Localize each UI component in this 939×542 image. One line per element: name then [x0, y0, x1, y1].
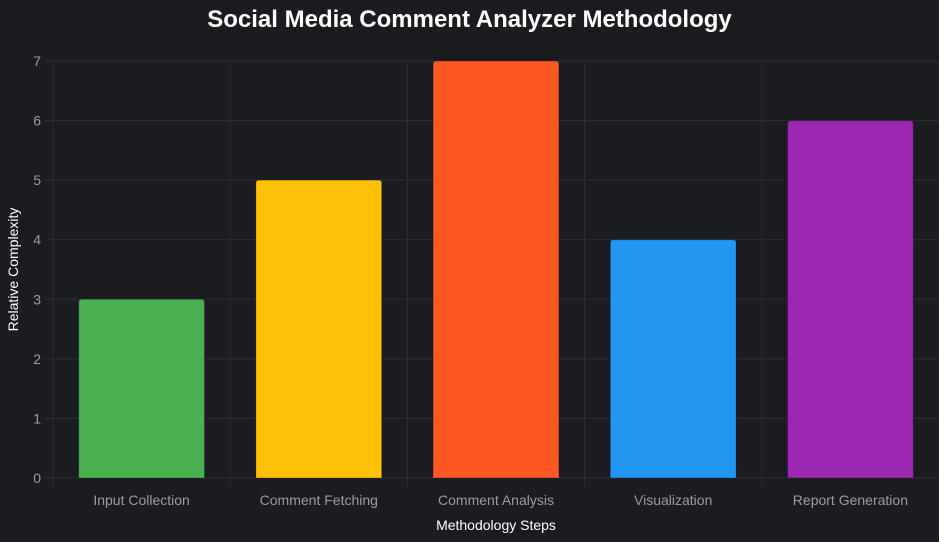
y-tick-label: 0 [33, 470, 41, 486]
y-tick-label: 1 [33, 410, 41, 426]
bar [255, 179, 383, 479]
x-tick-label: Visualization [634, 492, 712, 508]
bar-rect [786, 120, 914, 479]
bar-rect [78, 298, 206, 479]
y-tick-label: 4 [33, 232, 41, 248]
y-tick-label: 3 [33, 291, 41, 307]
y-tick-label: 7 [33, 53, 41, 69]
bar-rect [609, 239, 737, 479]
x-tick-label: Report Generation [793, 492, 908, 508]
y-tick-labels: 0 1 2 3 4 5 6 7 [33, 53, 41, 486]
y-tick-label: 6 [33, 113, 41, 129]
x-axis-title: Methodology Steps [436, 517, 556, 533]
y-tick-label: 2 [33, 351, 41, 367]
bar [78, 298, 206, 479]
y-axis-title: Relative Complexity [5, 208, 21, 332]
x-tick-label: Input Collection [93, 492, 190, 508]
bars [78, 60, 914, 479]
bar-rect [255, 179, 383, 479]
y-tick-label: 5 [33, 172, 41, 188]
bar-rect [432, 60, 560, 479]
bar [609, 239, 737, 479]
chart-title: Social Media Comment Analyzer Methodolog… [207, 6, 732, 33]
x-tick-label: Comment Analysis [438, 492, 554, 508]
x-tick-label: Comment Fetching [260, 492, 378, 508]
bar [786, 120, 914, 479]
bar [432, 60, 560, 479]
x-tick-labels: Input Collection Comment Fetching Comment … [93, 492, 908, 508]
